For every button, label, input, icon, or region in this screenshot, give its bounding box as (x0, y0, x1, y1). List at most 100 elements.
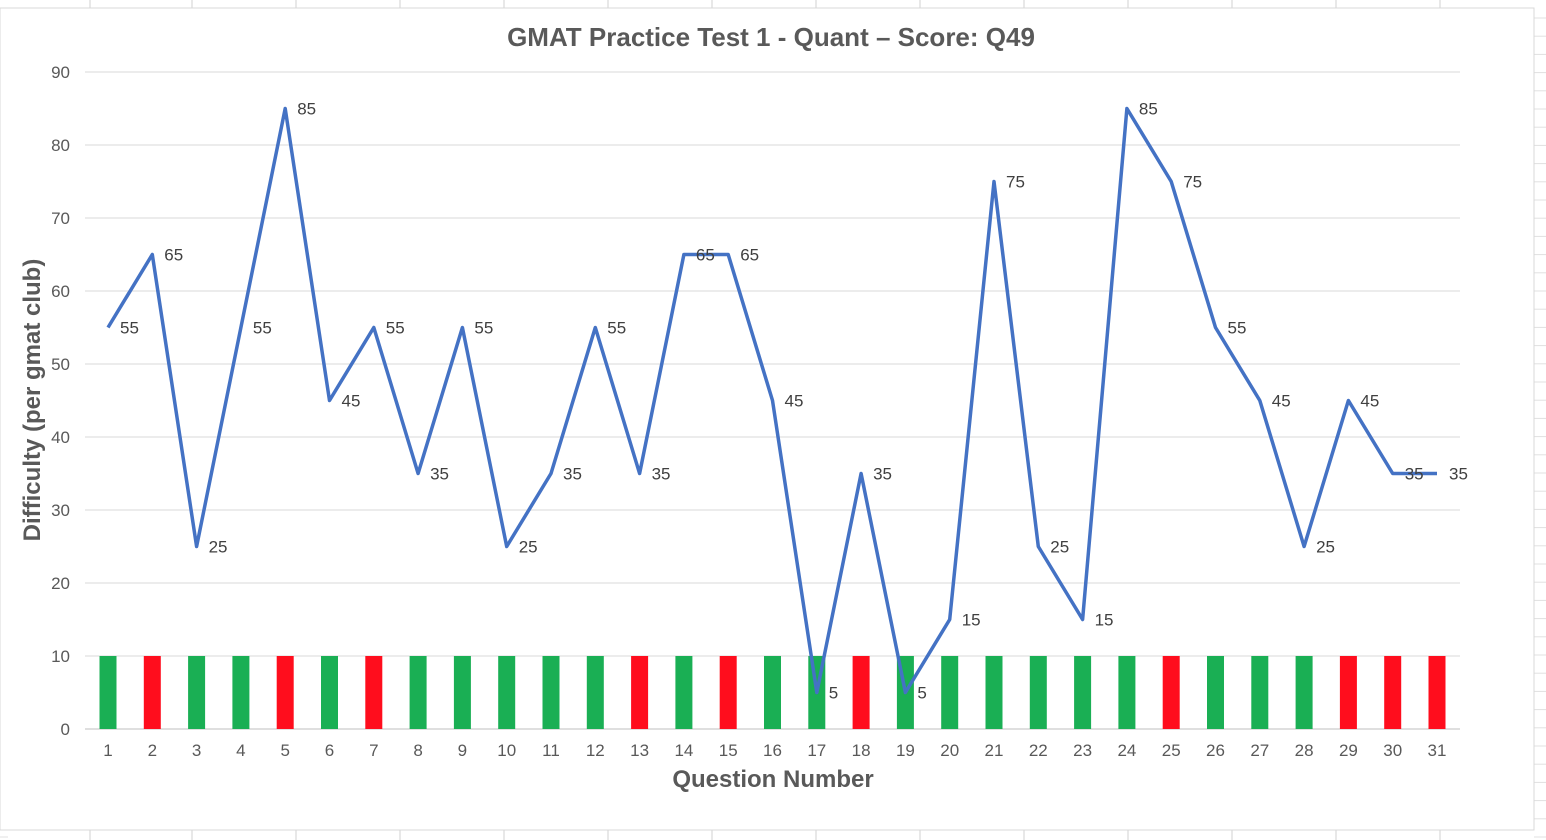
x-tick-label: 30 (1383, 741, 1402, 760)
x-axis-title: Question Number (672, 766, 873, 793)
correct-answer-bar (99, 656, 117, 729)
correct-answer-bar (321, 656, 338, 729)
incorrect-answer-bar (276, 656, 294, 729)
x-tick-label: 8 (413, 741, 422, 760)
x-tick-label: 22 (1029, 741, 1048, 760)
data-labels: 55 65 25 55 85 45 55 35 55 25 35 55 35 65 65 45 5 35 5 15 75… (120, 100, 1468, 703)
x-tick-label: 6 (325, 741, 334, 760)
x-tick-label: 15 (719, 741, 738, 760)
y-axis-ticks: 0 10 20 30 40 50 60 70 80 90 (51, 63, 70, 739)
x-tick-label: 14 (674, 741, 693, 760)
x-tick-label: 19 (896, 741, 915, 760)
y-tick-label: 50 (51, 355, 70, 374)
incorrect-answer-bar (365, 656, 383, 729)
data-label: 25 (1316, 538, 1335, 557)
data-label: 35 (1449, 465, 1468, 484)
correct-answer-bar (453, 656, 471, 729)
y-tick-label: 30 (51, 501, 70, 520)
data-label: 35 (563, 465, 582, 484)
x-tick-label: 25 (1162, 741, 1181, 760)
x-tick-label: 17 (807, 741, 826, 760)
correct-answer-bar (498, 656, 516, 729)
x-tick-label: 1 (103, 741, 112, 760)
x-tick-label: 24 (1117, 741, 1136, 760)
data-label: 25 (1050, 538, 1069, 557)
x-tick-label: 13 (630, 741, 649, 760)
correct-answer-bar (764, 656, 781, 729)
correct-answer-bar (985, 656, 1003, 729)
x-tick-label: 21 (985, 741, 1004, 760)
data-label: 55 (120, 319, 139, 338)
correct-answer-bar (542, 656, 560, 729)
data-label: 75 (1006, 173, 1025, 192)
incorrect-answer-bar (852, 656, 870, 729)
y-tick-label: 10 (51, 647, 70, 666)
x-tick-label: 10 (497, 741, 516, 760)
incorrect-answer-bar (1384, 656, 1402, 729)
data-label: 85 (1139, 100, 1158, 119)
correct-answer-bar (1029, 656, 1047, 729)
y-tick-label: 0 (61, 720, 70, 739)
correct-answer-bar (1118, 656, 1136, 729)
data-label: 75 (1183, 173, 1202, 192)
correct-answer-bar (1074, 656, 1092, 729)
data-label: 55 (474, 319, 493, 338)
x-tick-label: 26 (1206, 741, 1225, 760)
gridlines (85, 71, 1460, 730)
data-label: 35 (1405, 465, 1424, 484)
x-tick-label: 12 (586, 741, 605, 760)
data-label: 25 (519, 538, 538, 557)
correct-answer-bar (232, 656, 250, 729)
y-tick-label: 40 (51, 428, 70, 447)
data-label: 55 (607, 319, 626, 338)
x-tick-label: 20 (940, 741, 959, 760)
incorrect-answer-bar (631, 656, 649, 729)
data-label: 25 (209, 538, 228, 557)
correct-answer-bar (1251, 656, 1269, 729)
correct-answer-bar (1295, 656, 1313, 729)
x-tick-label: 9 (458, 741, 467, 760)
data-label: 5 (917, 684, 926, 703)
data-label: 35 (652, 465, 671, 484)
data-label: 55 (386, 319, 405, 338)
data-label: 65 (740, 246, 759, 265)
data-label: 85 (297, 100, 316, 119)
incorrect-answer-bar (719, 656, 737, 729)
chart-title: GMAT Practice Test 1 - Quant – Score: Q4… (507, 22, 1035, 52)
y-tick-label: 60 (51, 282, 70, 301)
data-label: 65 (696, 246, 715, 265)
correct-answer-bar (675, 656, 693, 729)
y-axis-title: Difficulty (per gmat club) (19, 259, 46, 542)
correct-answer-bar (188, 656, 206, 729)
correct-answer-bar (941, 656, 959, 729)
incorrect-answer-bar (1428, 656, 1446, 729)
y-tick-label: 90 (51, 63, 70, 82)
difficulty-series-line (106, 106, 1437, 695)
x-tick-label: 3 (192, 741, 201, 760)
data-label: 45 (342, 392, 361, 411)
x-tick-label: 2 (148, 741, 157, 760)
data-label: 45 (1272, 392, 1291, 411)
x-tick-label: 27 (1250, 741, 1269, 760)
incorrect-answer-bar (1162, 656, 1180, 729)
x-tick-label: 23 (1073, 741, 1092, 760)
x-tick-label: 31 (1428, 741, 1447, 760)
x-tick-label: 4 (236, 741, 245, 760)
data-label: 55 (1228, 319, 1247, 338)
data-label: 35 (873, 465, 892, 484)
x-tick-label: 18 (852, 741, 871, 760)
data-label: 15 (1095, 611, 1114, 630)
x-tick-label: 28 (1295, 741, 1314, 760)
incorrect-answer-bar (1339, 656, 1357, 729)
x-axis-ticks: 1 2 3 4 5 6 7 8 9 10 11 12 13 14 15 16 17 18 19 20 21 22 23 24 2… (103, 741, 1446, 760)
data-label: 5 (829, 684, 838, 703)
data-label: 65 (164, 246, 183, 265)
x-tick-label: 7 (369, 741, 378, 760)
x-tick-label: 5 (280, 741, 289, 760)
incorrect-answer-bar (143, 656, 161, 729)
x-tick-label: 11 (542, 741, 560, 760)
y-tick-label: 80 (51, 136, 70, 155)
data-label: 15 (962, 611, 981, 630)
y-tick-label: 70 (51, 209, 70, 228)
